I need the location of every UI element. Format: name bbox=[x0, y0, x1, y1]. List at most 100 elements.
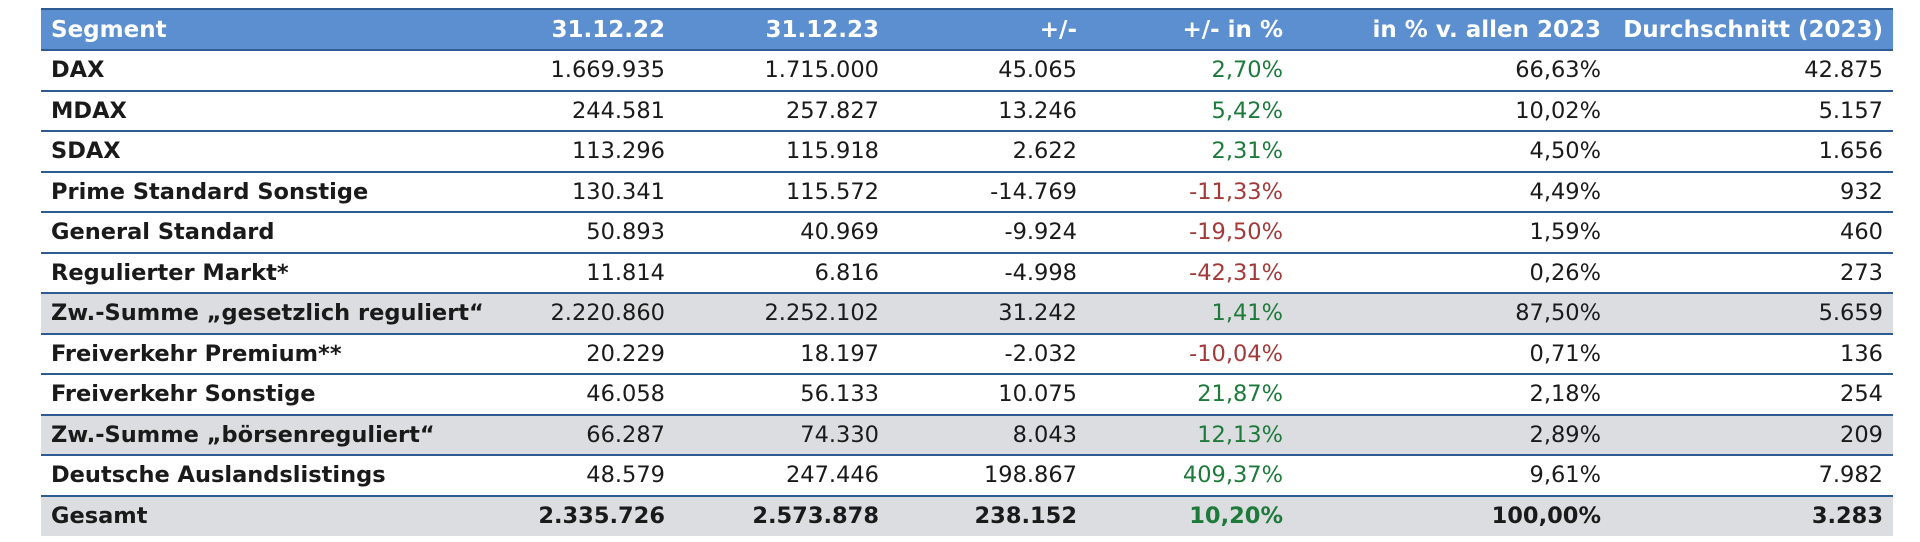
cell-diff-pct: 1,41% bbox=[1087, 293, 1293, 335]
cell-share: 1,59% bbox=[1293, 212, 1611, 254]
header-2022: 31.12.22 bbox=[461, 8, 675, 51]
cell-diff: 2.622 bbox=[889, 131, 1087, 173]
cell-average: 460 bbox=[1611, 212, 1893, 254]
cell-2023: 2.573.878 bbox=[675, 495, 889, 536]
cell-segment: Zw.-Summe „gesetzlich reguliert“ bbox=[41, 293, 484, 335]
cell-2022: 11.814 bbox=[461, 252, 675, 294]
segment-table-container: Segment 31.12.22 31.12.23 +/- +/- in % i… bbox=[41, 8, 1893, 536]
cell-2023: 257.827 bbox=[675, 90, 889, 132]
cell-2022: 50.893 bbox=[461, 212, 675, 254]
cell-diff: 45.065 bbox=[889, 50, 1087, 92]
cell-segment: Freiverkehr Premium** bbox=[41, 333, 461, 375]
cell-share: 2,18% bbox=[1293, 374, 1611, 416]
cell-segment: Gesamt bbox=[41, 495, 461, 536]
cell-segment: Zw.-Summe „börsenreguliert“ bbox=[41, 414, 461, 456]
table-row: General Standard 50.893 40.969 -9.924 -19,50… bbox=[41, 212, 1893, 254]
cell-2023: 115.918 bbox=[675, 131, 889, 173]
cell-2023: 1.715.000 bbox=[675, 50, 889, 92]
header-diff-pct: +/- in % bbox=[1087, 8, 1293, 51]
cell-2022: 113.296 bbox=[461, 131, 675, 173]
cell-segment: DAX bbox=[41, 50, 461, 92]
table-row: SDAX 113.296 115.918 2.622 2,31% 4,50% 1.656 bbox=[41, 131, 1893, 173]
table-row: Deutsche Auslandslistings 48.579 247.446 19… bbox=[41, 455, 1893, 497]
cell-segment: Regulierter Markt* bbox=[41, 252, 461, 294]
header-segment: Segment bbox=[41, 8, 461, 51]
cell-2022: 130.341 bbox=[461, 171, 675, 213]
cell-diff-pct: 12,13% bbox=[1087, 414, 1293, 456]
cell-diff: 198.867 bbox=[889, 455, 1087, 497]
cell-average: 7.982 bbox=[1611, 455, 1893, 497]
cell-diff-pct: 2,70% bbox=[1087, 50, 1293, 92]
cell-share: 4,50% bbox=[1293, 131, 1611, 173]
cell-2023: 247.446 bbox=[675, 455, 889, 497]
cell-share: 10,02% bbox=[1293, 90, 1611, 132]
cell-2023: 18.197 bbox=[675, 333, 889, 375]
cell-average: 5.157 bbox=[1611, 90, 1893, 132]
cell-share: 2,89% bbox=[1293, 414, 1611, 456]
cell-share: 100,00% bbox=[1293, 495, 1611, 536]
cell-average: 136 bbox=[1611, 333, 1893, 375]
cell-diff: 238.152 bbox=[889, 495, 1087, 536]
cell-2023: 115.572 bbox=[675, 171, 889, 213]
cell-2023: 2.252.102 bbox=[675, 293, 889, 335]
total-row: Gesamt 2.335.726 2.573.878 238.152 10,20% 100… bbox=[41, 495, 1893, 536]
cell-average: 5.659 bbox=[1611, 293, 1893, 335]
cell-segment: Prime Standard Sonstige bbox=[41, 171, 461, 213]
header-row: Segment 31.12.22 31.12.23 +/- +/- in % i… bbox=[41, 8, 1893, 51]
cell-2023: 40.969 bbox=[675, 212, 889, 254]
cell-diff: 10.075 bbox=[889, 374, 1087, 416]
cell-2022: 1.669.935 bbox=[461, 50, 675, 92]
cell-diff-pct: 5,42% bbox=[1087, 90, 1293, 132]
cell-2022: 20.229 bbox=[461, 333, 675, 375]
cell-2022: 46.058 bbox=[461, 374, 675, 416]
table-row: Regulierter Markt* 11.814 6.816 -4.998 -42,3… bbox=[41, 252, 1893, 294]
table-header: Segment 31.12.22 31.12.23 +/- +/- in % i… bbox=[41, 8, 1893, 51]
table-row: DAX 1.669.935 1.715.000 45.065 2,70% 66,63% 42… bbox=[41, 50, 1893, 92]
cell-share: 9,61% bbox=[1293, 455, 1611, 497]
header-average: Durchschnitt (2023) bbox=[1611, 8, 1893, 51]
cell-segment: General Standard bbox=[41, 212, 461, 254]
cell-2022: 2.220.860 bbox=[461, 293, 675, 335]
cell-average: 273 bbox=[1611, 252, 1893, 294]
cell-diff-pct: 21,87% bbox=[1087, 374, 1293, 416]
subtotal-row: Zw.-Summe „börsenreguliert“ 66.287 74.330 8… bbox=[41, 414, 1893, 456]
header-diff: +/- bbox=[889, 8, 1087, 51]
cell-segment: SDAX bbox=[41, 131, 461, 173]
cell-diff: -14.769 bbox=[889, 171, 1087, 213]
cell-2023: 6.816 bbox=[675, 252, 889, 294]
table-body: DAX 1.669.935 1.715.000 45.065 2,70% 66,63% 42… bbox=[41, 50, 1893, 536]
cell-diff-pct: 10,20% bbox=[1087, 495, 1293, 536]
cell-2022: 48.579 bbox=[461, 455, 675, 497]
header-share: in % v. allen 2023 bbox=[1293, 8, 1611, 51]
cell-diff-pct: -42,31% bbox=[1087, 252, 1293, 294]
cell-average: 932 bbox=[1611, 171, 1893, 213]
cell-segment: Deutsche Auslandslistings bbox=[41, 455, 461, 497]
cell-diff-pct: 2,31% bbox=[1087, 131, 1293, 173]
cell-share: 0,26% bbox=[1293, 252, 1611, 294]
cell-diff: -2.032 bbox=[889, 333, 1087, 375]
cell-share: 66,63% bbox=[1293, 50, 1611, 92]
segment-table: Segment 31.12.22 31.12.23 +/- +/- in % i… bbox=[41, 8, 1893, 536]
table-row: Freiverkehr Premium** 20.229 18.197 -2.032-… bbox=[41, 333, 1893, 375]
header-2023: 31.12.23 bbox=[675, 8, 889, 51]
cell-average: 254 bbox=[1611, 374, 1893, 416]
cell-diff-pct: 409,37% bbox=[1087, 455, 1293, 497]
cell-average: 209 bbox=[1611, 414, 1893, 456]
cell-diff: -4.998 bbox=[889, 252, 1087, 294]
cell-2022: 2.335.726 bbox=[461, 495, 675, 536]
cell-2022: 66.287 bbox=[461, 414, 675, 456]
table-row: Prime Standard Sonstige 130.341 115.572 -14… bbox=[41, 171, 1893, 213]
cell-share: 87,50% bbox=[1293, 293, 1611, 335]
cell-diff-pct: -19,50% bbox=[1087, 212, 1293, 254]
cell-share: 0,71% bbox=[1293, 333, 1611, 375]
cell-segment: MDAX bbox=[41, 90, 461, 132]
subtotal-row: Zw.-Summe „gesetzlich reguliert“ 2.220.86… bbox=[41, 293, 1893, 335]
cell-diff: 13.246 bbox=[889, 90, 1087, 132]
cell-average: 42.875 bbox=[1611, 50, 1893, 92]
table-row: Freiverkehr Sonstige 46.058 56.133 10.075 21… bbox=[41, 374, 1893, 416]
cell-2023: 74.330 bbox=[675, 414, 889, 456]
cell-segment: Freiverkehr Sonstige bbox=[41, 374, 461, 416]
table-row: MDAX 244.581 257.827 13.246 5,42% 10,02% 5.157 bbox=[41, 90, 1893, 132]
cell-2023: 56.133 bbox=[675, 374, 889, 416]
cell-diff: 8.043 bbox=[889, 414, 1087, 456]
